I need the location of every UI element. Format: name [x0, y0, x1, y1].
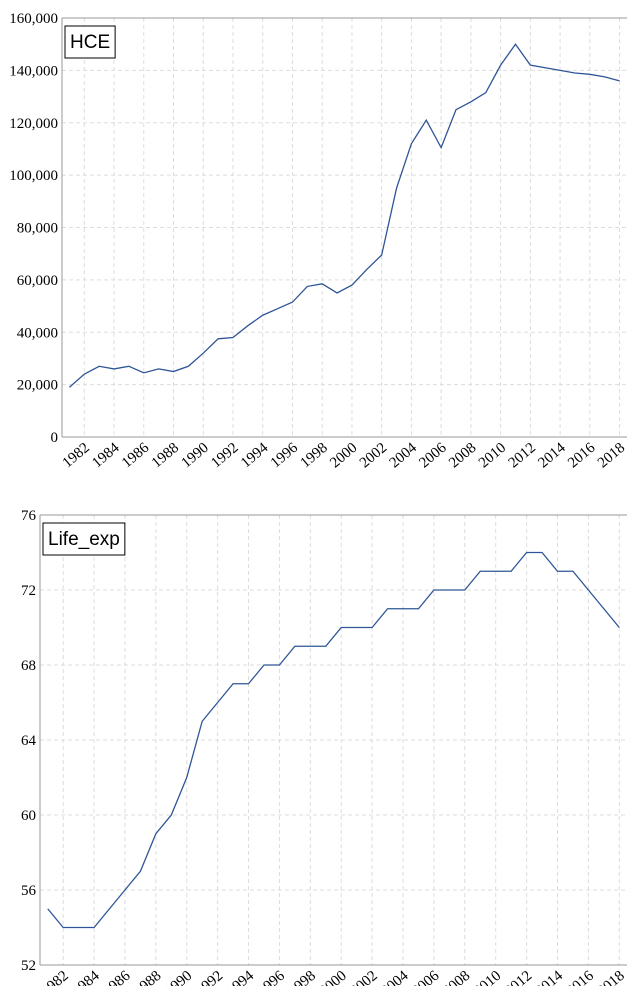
- y-tick-label: 20,000: [17, 378, 58, 394]
- x-tick-label: 2000: [327, 440, 360, 472]
- y-tick-label: 76: [21, 508, 37, 524]
- x-tick-label: 1996: [268, 439, 302, 471]
- x-tick-label: 1986: [119, 439, 153, 471]
- y-tick-label: 68: [21, 658, 36, 674]
- x-tick-label: 1982: [38, 968, 71, 986]
- data-line: [69, 44, 619, 387]
- y-tick-label: 72: [21, 583, 36, 599]
- x-tick-label: 2014: [535, 439, 569, 471]
- x-tick-label: 2002: [347, 968, 380, 986]
- chart-title: Life_exp: [48, 529, 120, 550]
- y-tick-label: 56: [21, 883, 37, 899]
- x-tick-label: 2004: [387, 439, 421, 471]
- y-tick-label: 100,000: [9, 168, 58, 184]
- x-tick-label: 1982: [60, 440, 93, 472]
- x-tick-label: 2010: [476, 440, 509, 472]
- x-tick-label: 2000: [317, 968, 350, 986]
- y-tick-label: 60,000: [17, 273, 58, 289]
- y-tick-label: 120,000: [9, 116, 58, 132]
- x-tick-label: 1984: [89, 439, 123, 471]
- y-tick-label: 52: [21, 958, 36, 974]
- x-tick-label: 1986: [100, 967, 134, 986]
- title-box: HCE: [65, 26, 115, 58]
- chart-title: HCE: [70, 32, 110, 53]
- x-tick-label: 2004: [378, 967, 412, 986]
- y-tick-label: 60: [21, 808, 36, 824]
- x-tick-label: 1990: [162, 968, 195, 986]
- x-tick-label: 2012: [502, 968, 535, 986]
- x-tick-label: 1994: [224, 967, 258, 986]
- x-tick-label: 1998: [298, 440, 331, 472]
- x-tick-label: 2006: [409, 967, 443, 986]
- y-tick-label: 40,000: [17, 325, 58, 341]
- x-tick-label: 2018: [595, 440, 628, 472]
- y-tick-label: 80,000: [17, 221, 58, 237]
- x-tick-label: 1998: [286, 968, 319, 986]
- x-tick-label: 1988: [131, 968, 164, 986]
- x-tick-label: 2002: [357, 440, 390, 472]
- x-tick-label: 2012: [506, 440, 539, 472]
- y-tick-label: 160,000: [9, 11, 58, 27]
- x-tick-label: 2006: [416, 439, 450, 471]
- y-tick-label: 0: [51, 430, 59, 446]
- x-tick-label: 1988: [149, 440, 182, 472]
- x-tick-label: 2014: [533, 967, 567, 986]
- x-tick-label: 2010: [471, 968, 504, 986]
- x-tick-label: 2008: [440, 968, 473, 986]
- x-tick-label: 2016: [564, 967, 598, 986]
- x-tick-label: 1992: [193, 968, 226, 986]
- x-tick-label: 2016: [565, 439, 599, 471]
- x-tick-label: 1984: [69, 967, 103, 986]
- y-tick-label: 64: [21, 733, 37, 749]
- x-tick-label: 1994: [238, 439, 272, 471]
- page: 0 20,000 40,000 60,000 80,000 100,000 120,000 1…: [0, 0, 629, 986]
- x-tick-label: 2008: [446, 440, 479, 472]
- x-tick-label: 2018: [595, 968, 628, 986]
- title-box: Life_exp: [43, 523, 125, 555]
- y-tick-label: 140,000: [9, 63, 58, 79]
- x-tick-label: 1992: [208, 440, 241, 472]
- x-tick-label: 1996: [255, 967, 289, 986]
- x-tick-label: 1990: [179, 440, 212, 472]
